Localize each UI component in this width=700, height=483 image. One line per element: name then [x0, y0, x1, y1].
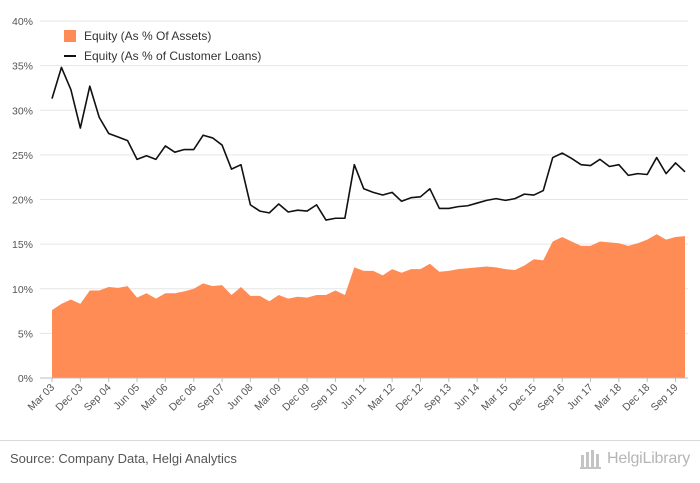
legend: Equity (As % Of Assets) Equity (As % of …: [64, 26, 261, 66]
y-tick-label: 35%: [12, 61, 33, 73]
y-tick-label: 25%: [12, 150, 33, 162]
legend-label-assets: Equity (As % Of Assets): [84, 29, 212, 43]
series-line-loans: [51, 66, 686, 221]
x-tick-label: Mar 09: [252, 382, 284, 414]
x-tick-label: Jun 14: [451, 382, 482, 413]
y-tick-label: 0%: [18, 373, 33, 385]
x-tick-label: Dec 03: [53, 382, 85, 414]
x-tick-label: Jun 11: [339, 382, 369, 412]
x-tick-label: Mar 15: [479, 382, 511, 414]
y-tick-label: 40%: [12, 16, 33, 28]
logo-text: HelgiLibrary: [607, 450, 690, 467]
helgi-library-logo[interactable]: HelgiLibrary: [580, 449, 690, 469]
series-area-assets: [52, 234, 685, 378]
x-tick-label: Sep 04: [82, 382, 114, 414]
x-tick-label: Sep 19: [649, 382, 681, 414]
y-tick-label: 10%: [12, 284, 33, 296]
x-tick-label: Mar 03: [26, 382, 58, 414]
x-tick-label: Sep 13: [422, 382, 454, 414]
x-tick-label: Dec 12: [394, 382, 426, 414]
y-tick-label: 20%: [12, 195, 33, 207]
library-building-icon: [580, 450, 602, 469]
x-tick-label: Mar 18: [592, 382, 624, 414]
legend-swatch-assets: [64, 30, 76, 42]
x-tick-label: Dec 18: [620, 382, 652, 414]
source-note: Source: Company Data, Helgi Analytics: [10, 451, 237, 466]
legend-swatch-loans: [64, 55, 76, 57]
footer: Source: Company Data, Helgi Analytics He…: [0, 441, 700, 483]
x-tick-label: Dec 09: [280, 382, 312, 414]
footer-divider: [0, 440, 700, 441]
legend-item-loans[interactable]: Equity (As % of Customer Loans): [64, 46, 261, 66]
x-tick-label: Mar 06: [139, 382, 171, 414]
y-tick-label: 5%: [18, 328, 33, 340]
legend-item-assets[interactable]: Equity (As % Of Assets): [64, 26, 261, 46]
x-tick-label: Sep 10: [309, 382, 341, 414]
x-tick-label: Jun 05: [111, 382, 142, 413]
x-tick-label: Dec 15: [507, 382, 539, 414]
x-tick-label: Mar 12: [366, 382, 398, 414]
y-tick-label: 30%: [12, 105, 33, 117]
x-tick-label: Sep 07: [195, 382, 227, 414]
x-tick-label: Jun 08: [225, 382, 256, 413]
legend-label-loans: Equity (As % of Customer Loans): [84, 49, 262, 63]
chart-area: 0% 5% 10% 15% 20% 25% 30% 35% 40% Mar 03 Dec 03 Sep…: [12, 16, 688, 414]
y-tick-label: 15%: [12, 239, 33, 251]
x-tick-label: Jun 17: [565, 382, 596, 413]
x-tick-label: Dec 06: [167, 382, 199, 414]
x-tick-label: Sep 16: [535, 382, 567, 414]
